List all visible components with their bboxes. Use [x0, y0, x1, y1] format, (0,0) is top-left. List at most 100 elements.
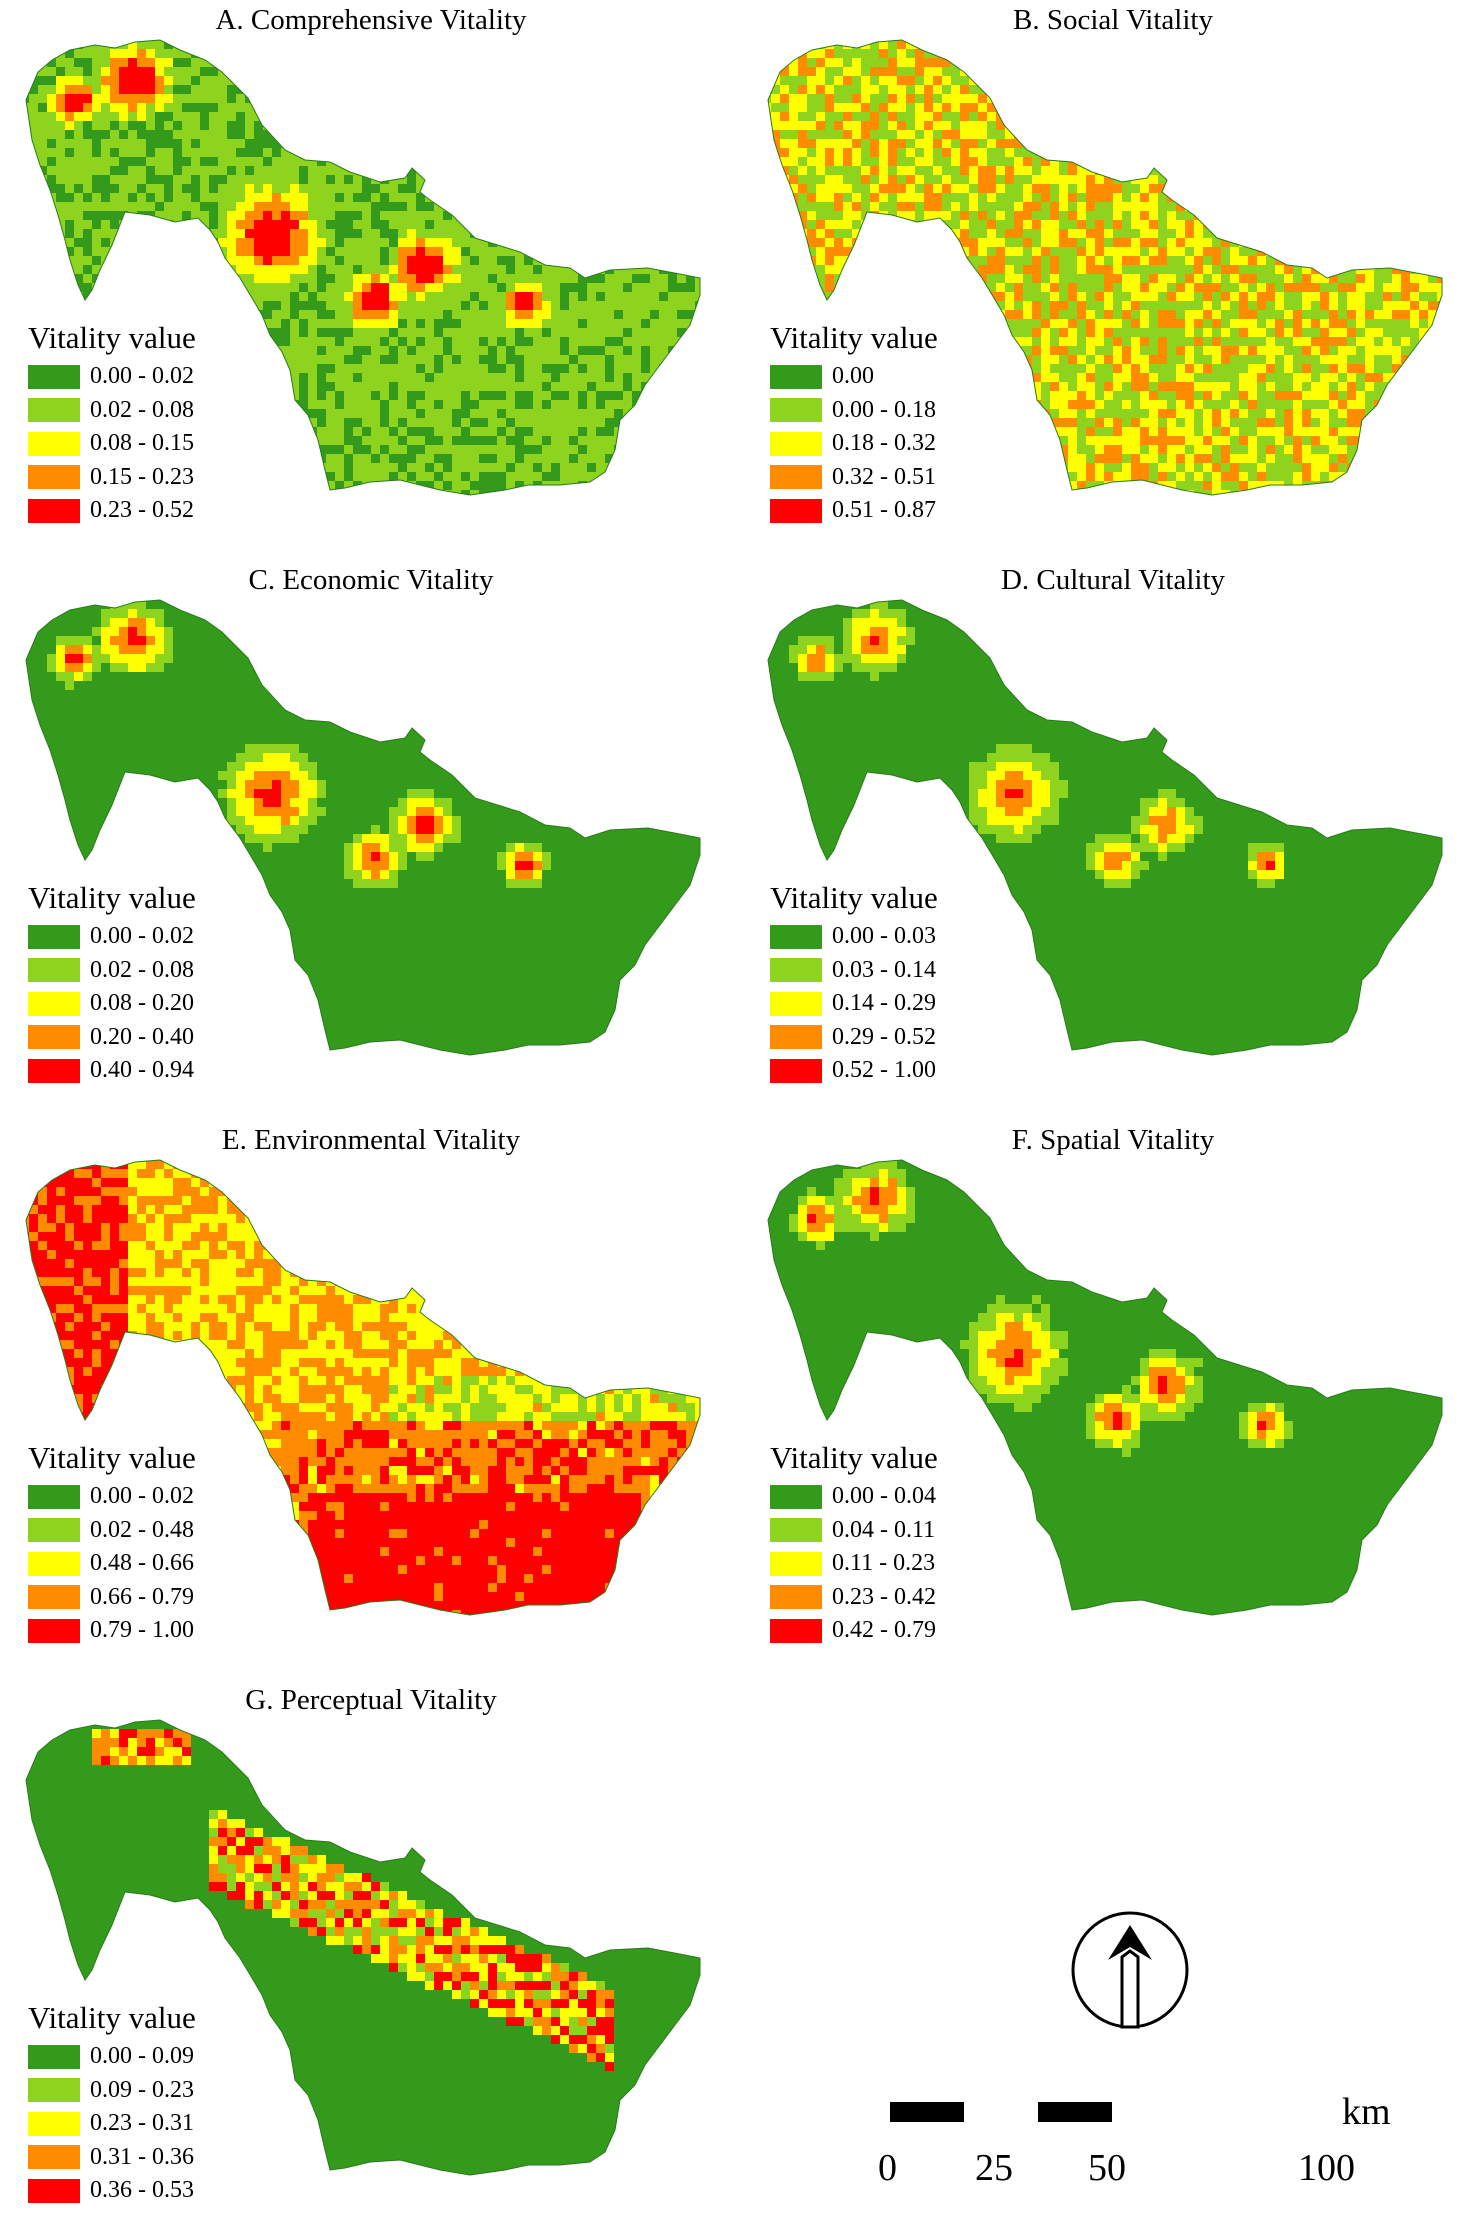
- legend-label: 0.14 - 0.29: [832, 990, 936, 1017]
- legend-item: 0.23 - 0.52: [28, 494, 196, 528]
- legend-label: 0.00 - 0.03: [832, 923, 936, 950]
- legend-swatch: [28, 431, 80, 456]
- scale-tick-label: 0: [878, 2147, 897, 2189]
- legend-label: 0.00: [832, 363, 874, 390]
- legend-label: 0.79 - 1.00: [90, 1617, 194, 1644]
- legend-item: 0.08 - 0.20: [28, 987, 196, 1021]
- vitality-map: [767, 599, 1443, 1056]
- vitality-map: [25, 1719, 701, 2176]
- panel-title: D. Cultural Vitality: [1000, 564, 1226, 596]
- legend-swatch: [770, 924, 822, 949]
- legend-swatch: [770, 1585, 822, 1610]
- legend-title: Vitality value: [28, 880, 196, 915]
- north-arrow: [1070, 1895, 1190, 2050]
- legend-swatch: [28, 2178, 80, 2203]
- legend-label: 0.02 - 0.48: [90, 1516, 194, 1543]
- legend-label: 0.23 - 0.31: [90, 2110, 194, 2137]
- panel-b: B. Social Vitality Vitality value 0.00 0…: [742, 0, 1484, 560]
- legend-label: 0.23 - 0.52: [90, 497, 194, 524]
- legend-label: 0.31 - 0.36: [90, 2143, 194, 2170]
- legend-label: 0.52 - 1.00: [832, 1057, 936, 1084]
- legend-label: 0.18 - 0.32: [832, 430, 936, 457]
- legend: Vitality value 0.00 - 0.09 0.09 - 0.23 0…: [28, 2000, 196, 2208]
- panel-f: F. Spatial Vitality Vitality value 0.00 …: [742, 1120, 1484, 1680]
- legend-item: 0.31 - 0.36: [28, 2141, 196, 2175]
- legend: Vitality value 0.00 - 0.03 0.03 - 0.14 0…: [770, 880, 938, 1088]
- legend-item: 0.04 - 0.11: [770, 1514, 938, 1548]
- legend-label: 0.02 - 0.08: [90, 396, 194, 423]
- legend-label: 0.09 - 0.23: [90, 2076, 194, 2103]
- legend-label: 0.48 - 0.66: [90, 1550, 194, 1577]
- legend-item: 0.00 - 0.09: [28, 2040, 196, 2074]
- legend-item: 0.00 - 0.02: [28, 920, 196, 954]
- panel-d: D. Cultural Vitality Vitality value 0.00…: [742, 560, 1484, 1120]
- scale-tick-label: 25: [975, 2147, 1013, 2189]
- legend-swatch: [28, 1618, 80, 1643]
- legend-item: 0.08 - 0.15: [28, 427, 196, 461]
- legend-swatch: [28, 991, 80, 1016]
- legend-label: 0.29 - 0.52: [832, 1023, 936, 1050]
- scale-bar-segment: [890, 2102, 964, 2122]
- scale-tick-label: 100: [1298, 2147, 1355, 2189]
- legend-item: 0.29 - 0.52: [770, 1021, 938, 1055]
- legend-label: 0.32 - 0.51: [832, 463, 936, 490]
- panel-title: F. Spatial Vitality: [1011, 1124, 1215, 1156]
- legend-swatch: [770, 958, 822, 983]
- legend-item: 0.00 - 0.02: [28, 1480, 196, 1514]
- panel-a: A. Comprehensive Vitality Vitality value…: [0, 0, 742, 560]
- legend-item: 0.02 - 0.08: [28, 394, 196, 428]
- legend-item: 0.00 - 0.02: [28, 360, 196, 394]
- vitality-map: [767, 1159, 1443, 1616]
- legend-item: 0.20 - 0.40: [28, 1021, 196, 1055]
- legend-item: 0.14 - 0.29: [770, 987, 938, 1021]
- legend-swatch: [28, 2111, 80, 2136]
- legend-item: 0.48 - 0.66: [28, 1547, 196, 1581]
- legend-label: 0.00 - 0.18: [832, 396, 936, 423]
- scale-bar-segment: [1038, 2102, 1112, 2122]
- legend-swatch: [770, 1484, 822, 1509]
- legend-label: 0.00 - 0.02: [90, 923, 194, 950]
- legend-swatch: [28, 958, 80, 983]
- legend-item: 0.79 - 1.00: [28, 1614, 196, 1648]
- vitality-map: [25, 39, 701, 496]
- legend-item: 0.03 - 0.14: [770, 954, 938, 988]
- legend-swatch: [28, 2145, 80, 2170]
- legend-item: 0.66 - 0.79: [28, 1581, 196, 1615]
- legend-item: 0.00: [770, 360, 938, 394]
- legend-item: 0.42 - 0.79: [770, 1614, 938, 1648]
- legend-item: 0.23 - 0.31: [28, 2107, 196, 2141]
- legend-title: Vitality value: [770, 320, 938, 355]
- legend-item: 0.15 - 0.23: [28, 461, 196, 495]
- legend: Vitality value 0.00 - 0.02 0.02 - 0.48 0…: [28, 1440, 196, 1648]
- legend-item: 0.00 - 0.18: [770, 394, 938, 428]
- legend-swatch: [770, 498, 822, 523]
- legend-swatch: [28, 924, 80, 949]
- legend-title: Vitality value: [28, 2000, 196, 2035]
- legend-label: 0.51 - 0.87: [832, 497, 936, 524]
- legend-swatch: [770, 398, 822, 423]
- legend-item: 0.00 - 0.03: [770, 920, 938, 954]
- panel-title: C. Economic Vitality: [248, 564, 494, 596]
- legend-swatch: [770, 364, 822, 389]
- legend-label: 0.00 - 0.09: [90, 2043, 194, 2070]
- legend-item: 0.02 - 0.08: [28, 954, 196, 988]
- legend-item: 0.40 - 0.94: [28, 1054, 196, 1088]
- legend-label: 0.04 - 0.11: [832, 1516, 936, 1543]
- legend-label: 0.08 - 0.20: [90, 990, 194, 1017]
- legend-label: 0.02 - 0.08: [90, 956, 194, 983]
- legend-swatch: [770, 465, 822, 490]
- legend-item: 0.36 - 0.53: [28, 2174, 196, 2208]
- legend-label: 0.20 - 0.40: [90, 1023, 194, 1050]
- legend-item: 0.23 - 0.42: [770, 1581, 938, 1615]
- legend-label: 0.00 - 0.04: [832, 1483, 936, 1510]
- legend-swatch: [770, 991, 822, 1016]
- panel-title: G. Perceptual Vitality: [245, 1684, 497, 1716]
- legend-swatch: [770, 1551, 822, 1576]
- legend-swatch: [770, 1518, 822, 1543]
- legend: Vitality value 0.00 0.00 - 0.18 0.18 - 0…: [770, 320, 938, 528]
- vitality-map: [25, 1159, 701, 1616]
- scale-bar: 0 25 50 100 km: [860, 2090, 1420, 2200]
- legend-label: 0.40 - 0.94: [90, 1057, 194, 1084]
- legend-label: 0.08 - 0.15: [90, 430, 194, 457]
- legend-item: 0.11 - 0.23: [770, 1547, 938, 1581]
